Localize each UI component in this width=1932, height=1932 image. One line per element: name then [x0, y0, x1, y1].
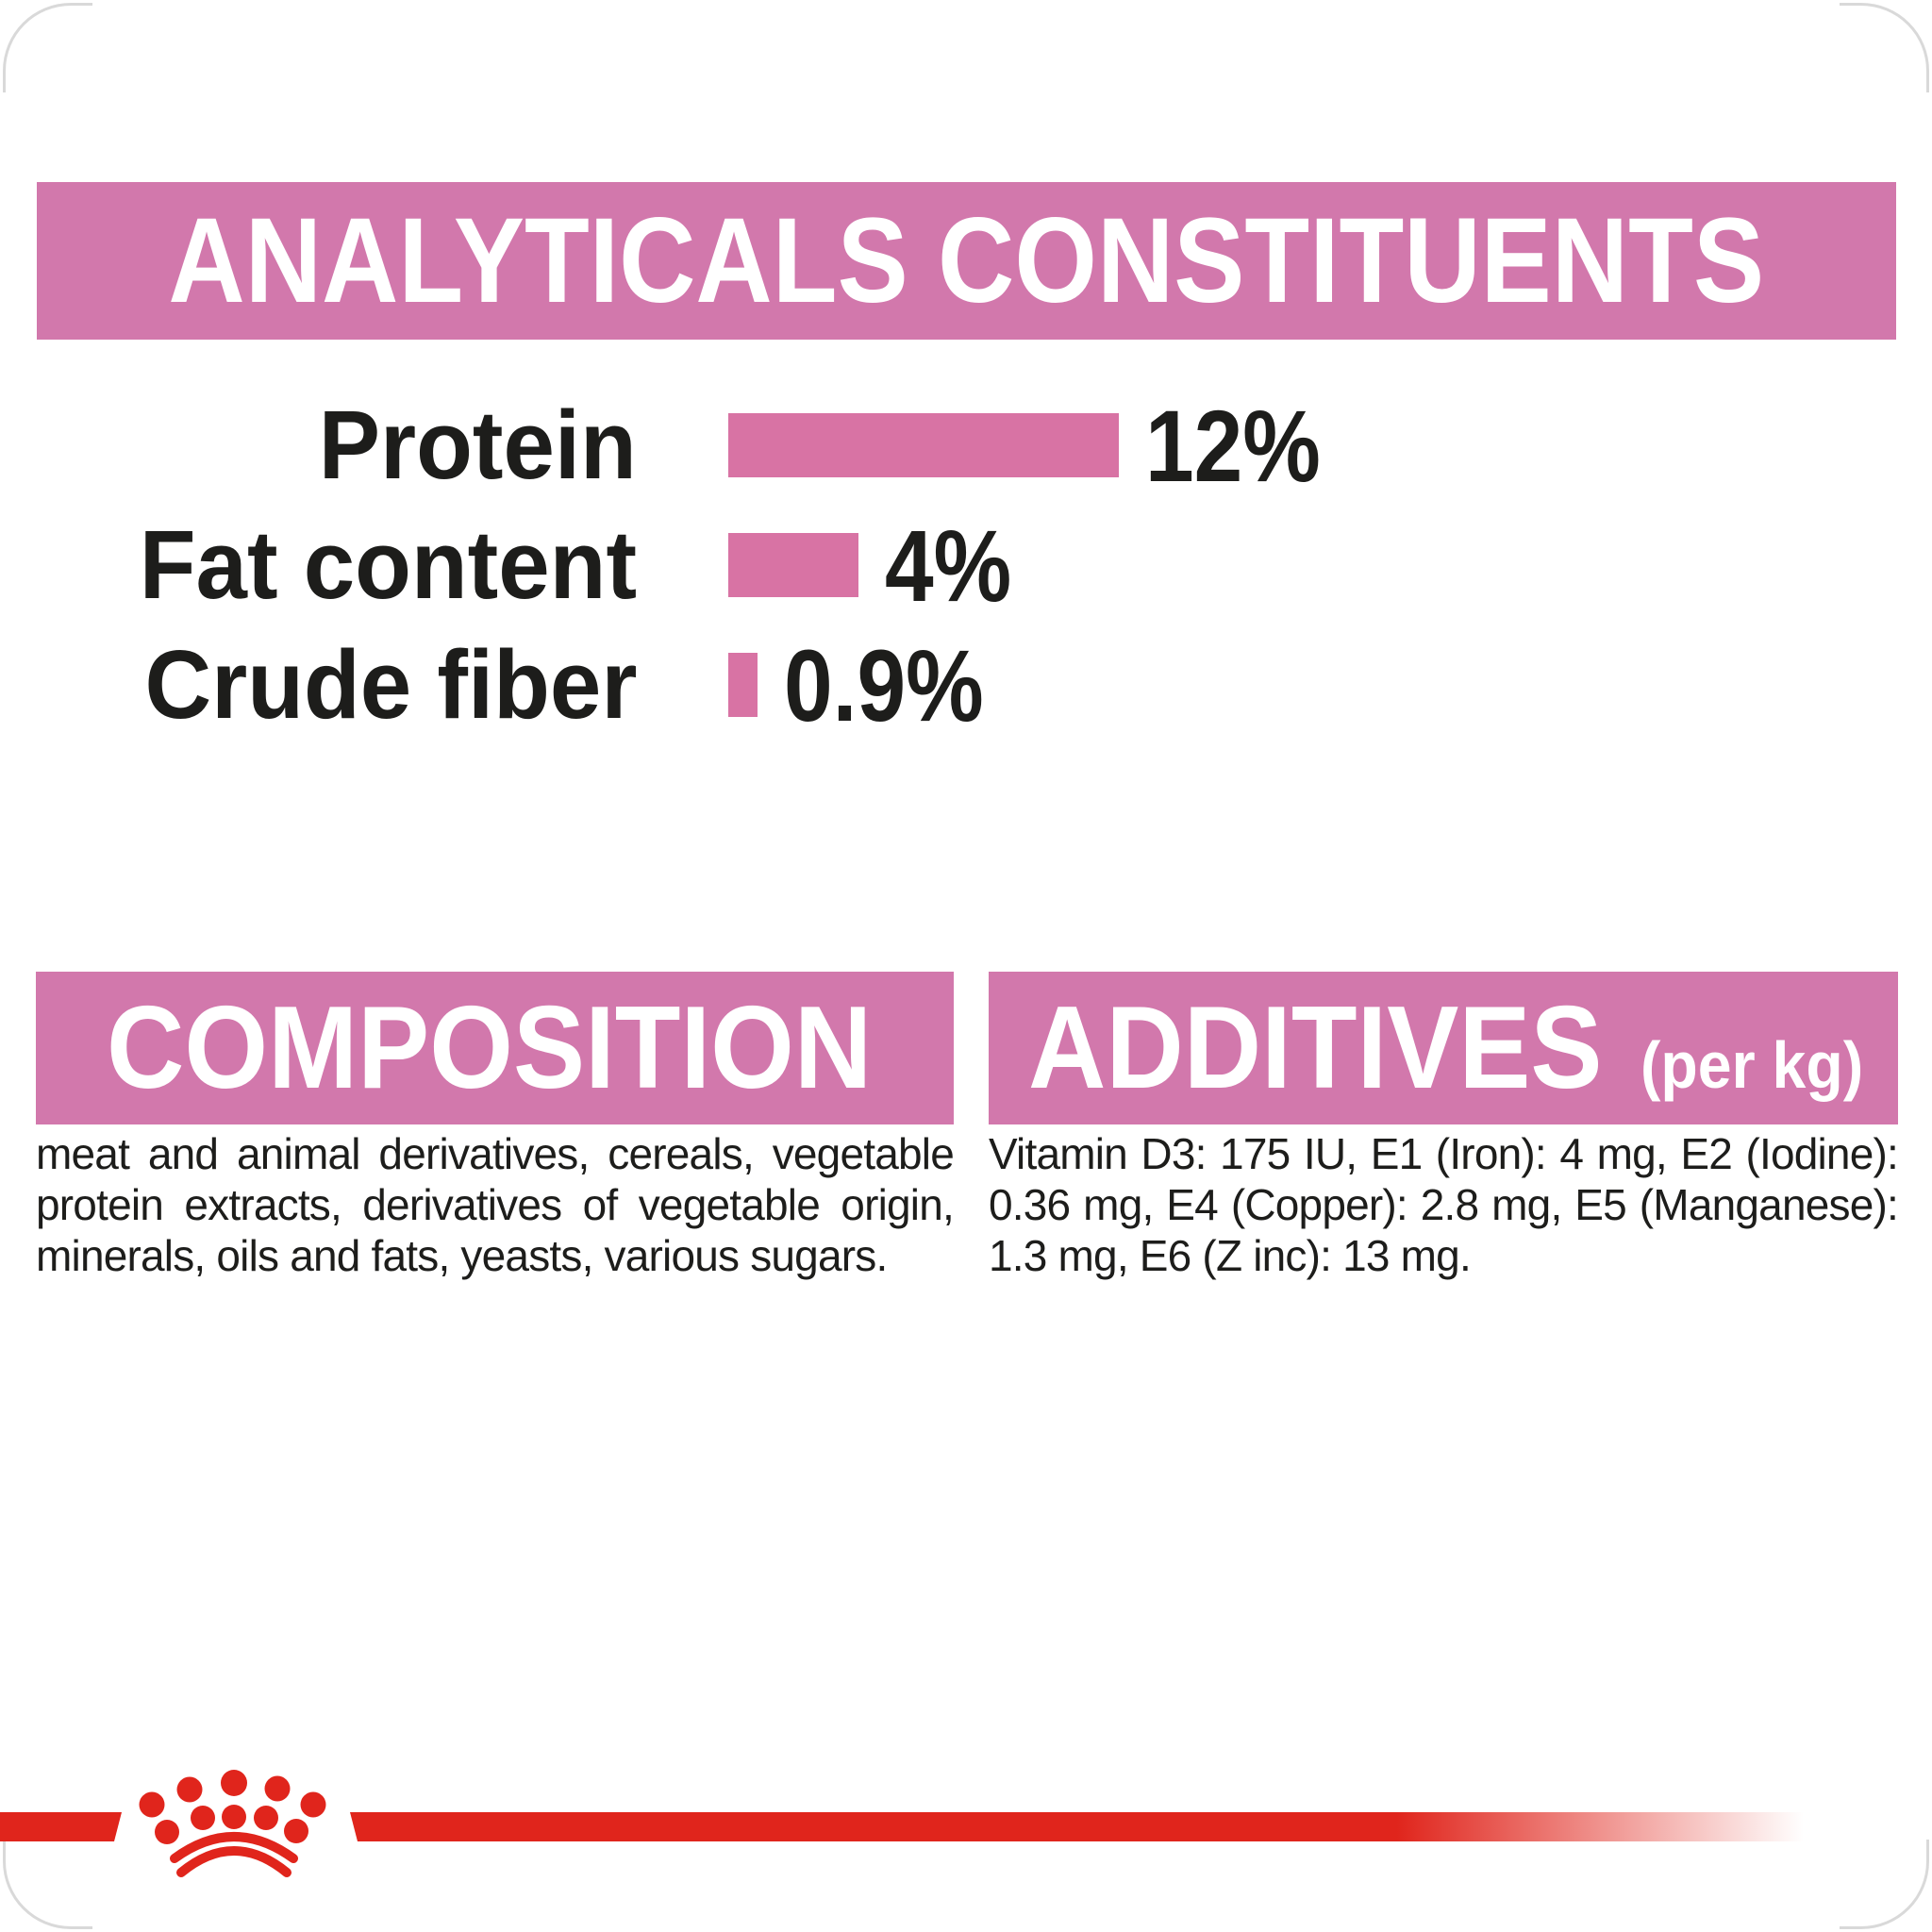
constituent-label: Crude fiber: [144, 630, 637, 739]
constituent-value: 4%: [885, 508, 1012, 623]
additives-title: ADDITIVES: [1028, 983, 1603, 1113]
composition-banner: COMPOSITION: [36, 972, 954, 1124]
constituents-bar-chart: Protein 12% Fat content 4% Crude fiber 0…: [0, 389, 1932, 773]
additives-banner: ADDITIVES (per kg): [989, 972, 1898, 1124]
rounded-corner-top-left: [3, 3, 92, 92]
constituent-value-cell: 12%: [1145, 387, 1349, 505]
constituent-label-cell: Crude fiber: [0, 629, 637, 741]
constituent-value-cell: 4%: [885, 507, 1032, 625]
divider-line-left: [0, 1812, 122, 1841]
constituent-label-cell: Fat content: [0, 509, 637, 621]
additives-body: Vitamin D3: 175 IU, E1 (Iron): 4 mg, E2 …: [989, 1129, 1899, 1280]
constituent-value-cell: 0.9%: [784, 626, 1016, 744]
analyticals-banner: ANALYTICALS CONSTITUENTS: [37, 182, 1896, 340]
chart-row-fat-content: Fat content 4%: [0, 508, 1932, 623]
constituent-bar: [728, 533, 858, 597]
composition-body: meat and animal derivatives, cereals, ve…: [36, 1129, 955, 1280]
chart-row-protein: Protein 12%: [0, 389, 1932, 503]
additives-title-line: ADDITIVES (per kg): [1028, 972, 1863, 1160]
rounded-corner-top-right: [1840, 3, 1929, 92]
chart-row-crude-fiber: Crude fiber 0.9%: [0, 628, 1932, 742]
composition-title: COMPOSITION: [107, 983, 873, 1113]
divider-line-right: [350, 1812, 1804, 1841]
constituent-label: Fat content: [139, 510, 637, 619]
additives-title-suffix: (per kg): [1640, 1028, 1864, 1102]
brand-footer-divider: [0, 1770, 1804, 1877]
royal-canin-crown-logo: [139, 1770, 326, 1877]
constituent-bar: [728, 653, 758, 717]
constituent-label-cell: Protein: [0, 390, 637, 501]
constituent-value: 12%: [1145, 388, 1321, 503]
constituent-bar: [728, 413, 1119, 477]
analyticals-title: ANALYTICALS CONSTITUENTS: [168, 193, 1765, 328]
constituent-label: Protein: [318, 391, 637, 499]
constituent-value: 0.9%: [784, 627, 984, 742]
